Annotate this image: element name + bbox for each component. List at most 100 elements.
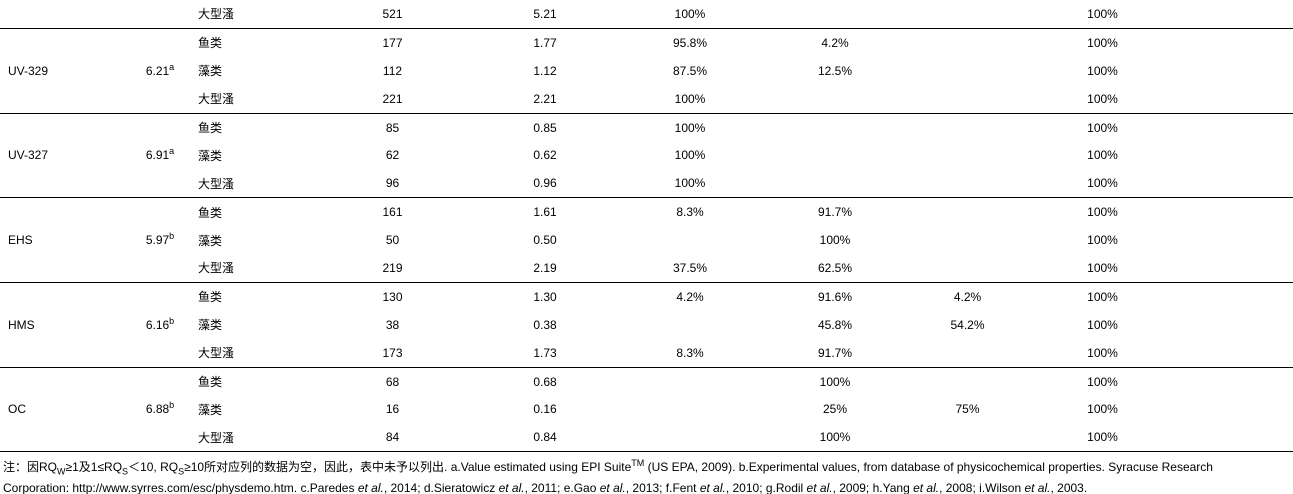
filler-cell <box>1195 282 1293 310</box>
footnote-text-segment: ≥10所对应列的数据为空，因此，表中未予以列出. a.Value estimat… <box>184 460 632 475</box>
organism-cell: 藻类 <box>198 64 223 79</box>
filler-cell <box>1195 169 1293 199</box>
count-cell: 177 <box>382 35 403 50</box>
log-kow-cell: 6.21a <box>130 57 190 85</box>
pct-col4-cell: 100% <box>1087 317 1118 332</box>
footnote-text-segment: , 2003. <box>1050 481 1088 494</box>
compound-cell <box>0 113 130 141</box>
pct-col4-cell: 100% <box>1010 423 1195 453</box>
pct-col2-cell <box>745 84 925 114</box>
table-body: 大型溞 521 5.21 100% 100% 鱼类 177 1.77 95.8% 4.2% 100%… <box>0 0 1293 453</box>
rq-cell: 0.68 <box>533 374 557 389</box>
log-kow-cell <box>130 84 190 114</box>
filler-cell <box>1195 28 1293 56</box>
table-row: 鱼类 68 0.68 100% 100% <box>0 367 1293 395</box>
count-cell: 161 <box>382 205 403 220</box>
footnote-text-segment: et al. <box>699 481 726 494</box>
pct-col3-cell: 54.2% <box>950 317 985 332</box>
rq-cell: 5.21 <box>455 0 635 29</box>
pct-col3-cell <box>925 254 1010 283</box>
pct-col4-cell: 100% <box>1087 148 1118 163</box>
log-kow-cell: 6.16b <box>130 311 190 339</box>
pct-col1-cell: 95.8% <box>672 35 708 50</box>
filler-cell <box>1195 0 1293 29</box>
pct-col4-cell: 100% <box>1010 169 1195 199</box>
filler-cell <box>1195 338 1293 368</box>
filler-cell <box>1195 84 1293 114</box>
rq-cell: 2.19 <box>455 254 635 283</box>
pct-col2-cell: 91.7% <box>745 338 925 368</box>
pct-col4-cell: 100% <box>1087 63 1118 78</box>
pct-col3-cell <box>925 141 1010 169</box>
log-kow-superscript: a <box>169 61 175 72</box>
rq-cell: 0.50 <box>533 233 557 248</box>
pct-col3-cell <box>925 0 1010 29</box>
footnote-text-segment: et al. <box>357 481 384 494</box>
count-cell: 68 <box>385 374 400 389</box>
log-kow-cell <box>130 0 190 29</box>
count-cell: 16 <box>385 402 400 417</box>
table-row: 大型溞 173 1.73 8.3% 91.7% 100% <box>0 338 1293 368</box>
pct-col2-cell: 4.2% <box>821 35 849 50</box>
pct-col1-cell: 100% <box>635 84 745 114</box>
pct-col3-cell <box>925 198 1010 226</box>
filler-cell <box>1195 141 1293 169</box>
footnote-text-segment: TM <box>631 458 645 469</box>
pct-col3-cell <box>925 84 1010 114</box>
organism-cell: 鱼类 <box>198 290 223 305</box>
compound-cell <box>0 0 130 29</box>
organism-cell: 藻类 <box>198 233 223 248</box>
organism-cell: 鱼类 <box>198 205 223 220</box>
table-row: OC 6.88b 藻类 16 0.16 25% 75% 100% <box>0 395 1293 423</box>
filler-cell <box>1195 311 1293 339</box>
rq-cell: 2.21 <box>455 84 635 114</box>
log-kow-cell: 6.91a <box>130 141 190 169</box>
organism-cell: 鱼类 <box>198 36 223 51</box>
pct-col1-cell: 100% <box>674 120 706 135</box>
filler-cell <box>1195 395 1293 423</box>
pct-col2-cell <box>745 113 925 141</box>
filler-cell <box>1195 198 1293 226</box>
footnote-text-segment: et al. <box>913 481 940 494</box>
footnote-text-segment: , 2011; e.Gao <box>524 481 600 494</box>
organism-cell: 藻类 <box>198 148 223 163</box>
footnote-text-segment: W <box>57 466 66 477</box>
compound-cell <box>0 338 130 368</box>
log-kow-cell <box>130 423 190 453</box>
count-cell: 38 <box>385 317 400 332</box>
rq-cell: 1.73 <box>455 338 635 368</box>
pct-col2-cell <box>745 0 925 29</box>
footnote-text-segment: et al. <box>498 481 525 494</box>
filler-cell <box>1195 254 1293 283</box>
log-kow-cell <box>130 28 190 56</box>
organism-cell: 大型溞 <box>190 423 330 453</box>
compound-cell <box>0 198 130 226</box>
compound-cell <box>0 169 130 199</box>
filler-cell <box>1195 226 1293 254</box>
pct-col4-cell: 100% <box>1010 338 1195 368</box>
table-row: UV-327 6.91a 藻类 62 0.62 100% 100% <box>0 141 1293 169</box>
pct-col3-cell: 4.2% <box>953 289 982 304</box>
footnote-text-segment: (US EPA, 2009). b.Experimental values, f… <box>644 460 1213 475</box>
count-cell: 221 <box>330 84 455 114</box>
pct-col4-cell: 100% <box>1087 402 1118 417</box>
table-row: 大型溞 521 5.21 100% 100% <box>0 0 1293 29</box>
footnote-text-segment: Corporation: http://www.syrres.com/esc/p… <box>3 481 358 494</box>
compound-cell: UV-327 <box>8 148 49 163</box>
rq-cell: 1.30 <box>533 289 557 304</box>
footnote-text-segment: , 2013; f.Fent <box>625 481 700 494</box>
footnote-text-segment: , 2009; h.Yang <box>832 481 914 494</box>
count-cell: 50 <box>385 233 400 248</box>
pct-col1-cell: 8.3% <box>676 205 704 220</box>
compound-cell <box>0 367 130 395</box>
filler-cell <box>1195 57 1293 85</box>
log-kow-value: 5.97 <box>145 233 170 248</box>
count-cell: 130 <box>382 289 403 304</box>
count-cell: 84 <box>330 423 455 453</box>
footnote-line: 注：因RQW≥1及1≤RQS＜10, RQS≥10所对应列的数据为空，因此，表中… <box>3 457 1287 478</box>
compound-cell: HMS <box>8 317 35 332</box>
pct-col1-cell <box>635 367 745 395</box>
rq-cell: 0.84 <box>455 423 635 453</box>
pct-col3-cell <box>925 169 1010 199</box>
count-cell: 112 <box>382 63 403 78</box>
